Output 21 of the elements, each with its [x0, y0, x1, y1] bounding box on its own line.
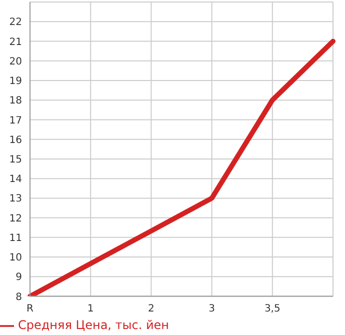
y-tick-label: 12 — [9, 213, 22, 224]
x-tick-label: R — [26, 303, 34, 314]
y-tick-label: 17 — [9, 115, 22, 126]
x-tick-label: 1 — [87, 303, 94, 314]
y-tick-label: 16 — [9, 134, 22, 146]
y-tick-label: 20 — [9, 56, 22, 68]
y-tick-label: 13 — [9, 194, 22, 205]
x-tick-label: 2 — [148, 303, 154, 314]
y-tick-label: 15 — [9, 154, 22, 166]
y-tick-label: 18 — [9, 96, 22, 107]
y-tick-label: 10 — [9, 252, 22, 264]
y-tick-label: 21 — [9, 36, 22, 48]
y-tick-label: 19 — [9, 76, 22, 88]
y-tick-label: 9 — [16, 272, 22, 284]
x-tick-label: 3,5 — [264, 303, 280, 314]
y-tick-label: 14 — [9, 174, 22, 186]
x-tick-label: 3 — [208, 303, 215, 314]
y-tick-label: 22 — [9, 17, 22, 28]
y-tick-label: 8 — [16, 292, 22, 303]
y-tick-label: 11 — [9, 232, 22, 244]
legend-label: Средняя Цена, тыс. йен — [18, 318, 170, 332]
